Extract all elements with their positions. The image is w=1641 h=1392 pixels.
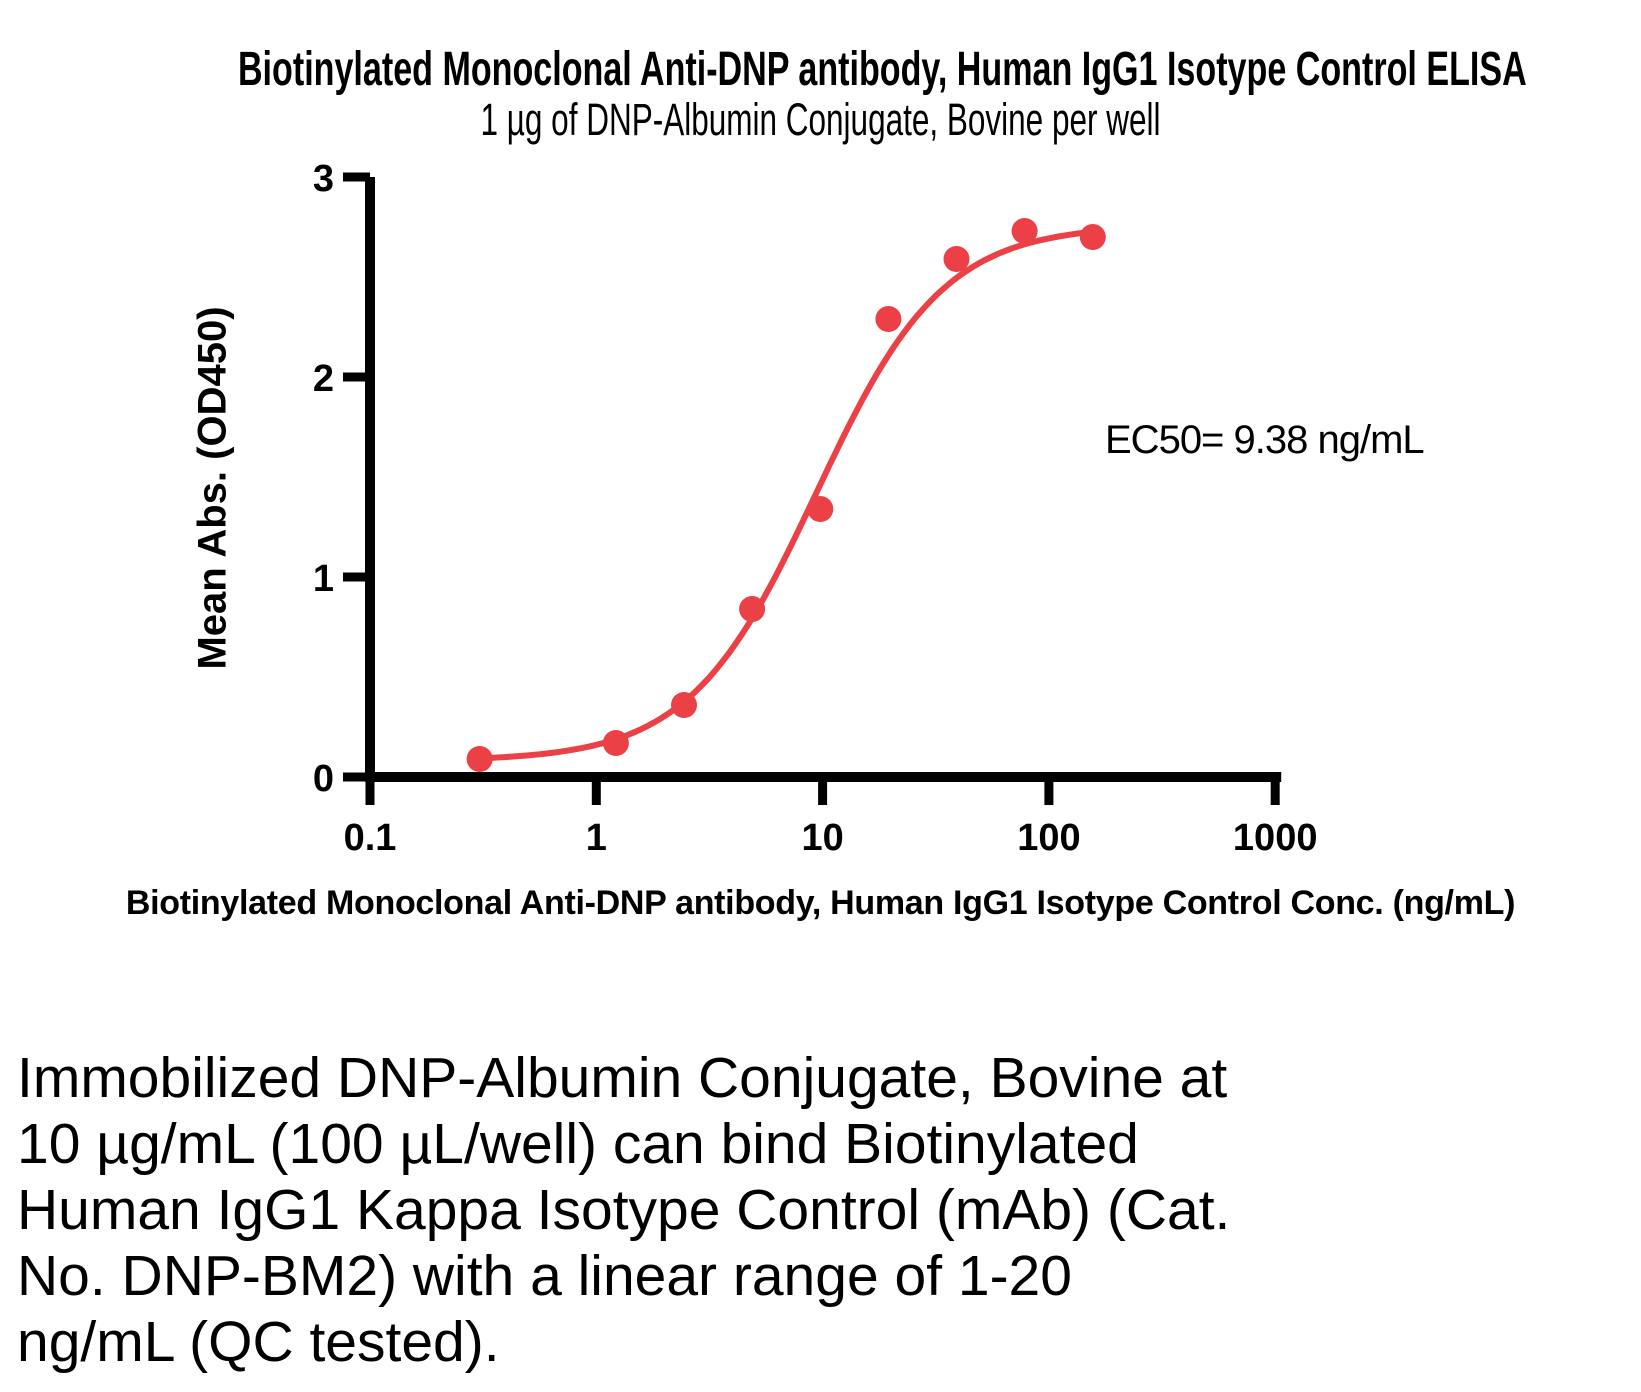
chart-title: Biotinylated Monoclonal Anti-DNP antibod… [237, 43, 1527, 96]
description-text: Immobilized DNP-Albumin Conjugate, Bovin… [17, 1045, 1617, 1375]
x-tick-label: 0.1 [344, 817, 397, 859]
y-tick-label: 0 [313, 758, 334, 800]
fit-curve [476, 229, 1089, 762]
y-tick-label: 3 [313, 158, 334, 200]
data-point [807, 496, 834, 522]
data-point [739, 596, 766, 622]
y-tick-label: 1 [313, 558, 334, 600]
data-point [466, 746, 493, 772]
description-line: No. DNP-BM2) with a linear range of 1-20 [17, 1244, 1072, 1308]
description-line: ng/mL (QC tested). [17, 1310, 500, 1374]
data-point [671, 692, 697, 718]
chart-subtitle: 1 µg of DNP-Albumin Conjugate, Bovine pe… [480, 94, 1161, 145]
description-line: 10 µg/mL (100 µL/well) can bind Biotinyl… [17, 1112, 1139, 1176]
description-line: Immobilized DNP-Albumin Conjugate, Bovin… [17, 1046, 1228, 1110]
data-point [1079, 224, 1106, 250]
x-tick-label: 1 [586, 817, 607, 859]
description-line: Human IgG1 Kappa Isotype Control (mAb) (… [17, 1178, 1231, 1242]
y-tick-label: 2 [313, 358, 334, 400]
x-tick-label: 10 [801, 817, 843, 859]
ec50-annotation: EC50= 9.38 ng/mL [1105, 418, 1425, 462]
plot-svg: 0 1 2 3 0.1 1 10 100 1000 [313, 158, 1318, 859]
x-tick-label: 100 [1017, 817, 1080, 859]
x-axis-label: Biotinylated Monoclonal Anti-DNP antibod… [125, 884, 1516, 922]
x-tick-label: 1000 [1233, 817, 1318, 859]
data-point [875, 306, 902, 332]
data-point [943, 246, 970, 272]
data-point [602, 730, 629, 756]
data-point [1011, 218, 1038, 244]
